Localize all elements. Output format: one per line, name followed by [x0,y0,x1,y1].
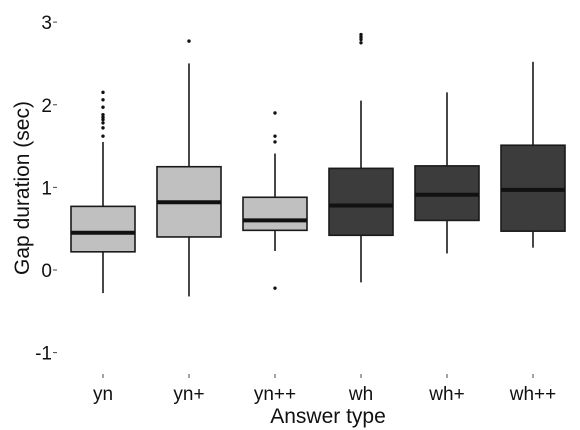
outlier-point [359,41,363,45]
y-tick-label: 1 [41,178,52,199]
outlier-point [101,105,105,109]
outlier-point [273,134,277,138]
outlier-point [187,39,191,43]
x-axis-title: Answer type [270,405,386,428]
box-yn [70,90,136,294]
outlier-point [273,111,277,115]
y-tick-label: -1 [35,344,52,365]
outlier-point [101,112,105,117]
y-tick-label: 3 [41,13,52,34]
outlier-point [101,90,105,95]
box-body [70,205,136,253]
box-wh+ [414,92,480,254]
y-tick-label: 2 [41,96,52,117]
box-body [328,167,394,237]
y-axis: -1 0 1 2 3 [35,13,57,365]
outlier-point [101,134,105,138]
outlier-point [101,115,105,119]
y-axis-title: Gap duration (sec) [11,101,34,275]
x-axis: yn yn+ yn++ wh wh+ wh++ [93,374,556,405]
outlier-point [359,32,363,37]
x-tick-label: wh++ [509,384,556,405]
outlier-point [101,126,105,130]
outlier-point [101,98,105,102]
outlier-point [273,140,277,144]
outlier-point [101,121,105,125]
outlier-point [101,117,105,122]
x-tick-label: wh+ [428,384,464,405]
x-tick-label: yn [93,384,113,405]
outlier-point [273,286,277,290]
box-body [242,196,308,232]
box-wh [328,32,394,283]
y-tick-label: 0 [41,261,52,282]
box-yn+ [156,39,222,297]
x-tick-label: yn++ [254,384,296,405]
box-yn++ [242,111,308,290]
box-wh++ [500,61,566,248]
x-tick-label: wh [348,384,373,405]
boxes [70,32,566,297]
x-tick-label: yn+ [173,384,204,405]
outlier-point [359,35,363,39]
outlier-point [359,37,363,42]
